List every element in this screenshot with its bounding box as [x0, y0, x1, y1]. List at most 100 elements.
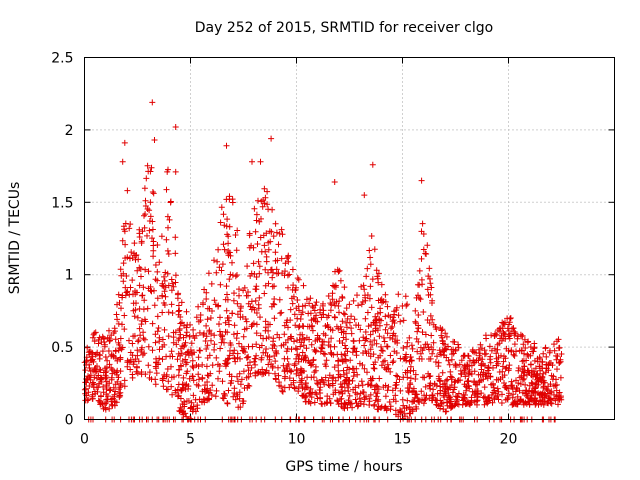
data-point: [323, 400, 330, 406]
data-point: [557, 356, 564, 363]
data-point: [150, 190, 157, 197]
data-point: [439, 369, 446, 376]
data-point: [271, 296, 278, 302]
data-point: [539, 373, 546, 380]
data-point: [164, 386, 171, 393]
data-point: [250, 244, 257, 251]
data-point: [363, 393, 369, 400]
data-point: [493, 350, 500, 357]
data-point: [387, 406, 394, 413]
data-point: [465, 353, 472, 360]
data-point: [298, 311, 305, 318]
data-point: [484, 375, 491, 382]
data-point: [307, 391, 314, 397]
data-point: [293, 355, 300, 362]
data-point: [208, 337, 214, 344]
data-point: [528, 387, 535, 394]
data-point: [138, 240, 145, 246]
data-point: [253, 211, 260, 218]
data-point: [382, 291, 389, 298]
data-point: [396, 376, 403, 383]
data-point: [169, 391, 176, 398]
data-point: [361, 286, 368, 293]
data-point: [121, 312, 128, 319]
data-point: [505, 328, 512, 334]
data-point: [498, 352, 504, 359]
data-point: [290, 377, 297, 384]
data-point: [479, 345, 485, 352]
data-point: [177, 345, 184, 352]
data-point: [316, 387, 323, 393]
data-point: [253, 352, 260, 359]
data-point: [134, 267, 141, 274]
data-point: [172, 387, 179, 394]
data-point: [121, 377, 128, 384]
data-point: [343, 358, 349, 365]
data-point: [225, 240, 232, 247]
data-point: [337, 277, 344, 284]
data-point: [163, 186, 170, 193]
data-point: [331, 179, 338, 185]
data-point: [177, 331, 184, 338]
data-point: [318, 314, 325, 321]
data-point: [226, 276, 233, 283]
data-point: [250, 260, 257, 267]
data-point: [406, 334, 413, 341]
data-point: [502, 396, 509, 403]
data-point: [182, 361, 189, 368]
data-point: [292, 345, 299, 352]
data-point: [230, 350, 237, 357]
data-point: [148, 288, 155, 295]
data-point: [291, 311, 298, 318]
data-point: [542, 345, 549, 352]
data-point: [415, 397, 422, 404]
data-point: [464, 400, 471, 407]
data-point: [522, 345, 529, 351]
data-point: [122, 220, 129, 227]
data-point: [170, 283, 177, 290]
data-point: [464, 363, 471, 370]
data-point: [137, 332, 144, 339]
data-point: [200, 301, 206, 308]
data-point: [348, 313, 355, 320]
data-point: [384, 387, 391, 394]
data-point: [505, 347, 512, 354]
data-point: [361, 192, 368, 199]
data-point: [430, 321, 437, 328]
data-point: [252, 361, 259, 368]
data-point: [556, 389, 563, 396]
data-point: [175, 302, 182, 309]
data-point: [367, 391, 374, 398]
data-point: [387, 368, 394, 375]
data-point: [537, 391, 543, 398]
data-point: [127, 221, 134, 228]
data-point: [501, 380, 507, 386]
data-point: [257, 332, 264, 339]
data-point: [211, 332, 218, 339]
data-point: [344, 315, 351, 322]
data-point: [364, 265, 371, 272]
data-point: [410, 398, 417, 405]
data-point: [420, 246, 427, 253]
data-point: [367, 331, 374, 338]
data-point: [346, 301, 353, 308]
data-point: [189, 351, 196, 358]
data-point: [387, 313, 394, 320]
data-point: [541, 392, 548, 399]
data-point: [341, 311, 348, 318]
data-point: [232, 273, 239, 280]
data-point: [102, 354, 109, 360]
data-point: [285, 361, 292, 368]
data-point: [495, 396, 502, 403]
data-point: [332, 314, 338, 321]
data-point: [483, 398, 490, 405]
data-point: [430, 394, 437, 401]
data-point: [336, 298, 343, 305]
data-point: [251, 205, 258, 212]
data-point: [278, 255, 285, 262]
y-tick-labels: 0 0.5 1 1.5 2 2.5: [51, 51, 73, 429]
data-point: [392, 333, 399, 339]
data-point: [113, 311, 120, 318]
data-point: [291, 385, 298, 392]
data-point: [285, 324, 291, 331]
